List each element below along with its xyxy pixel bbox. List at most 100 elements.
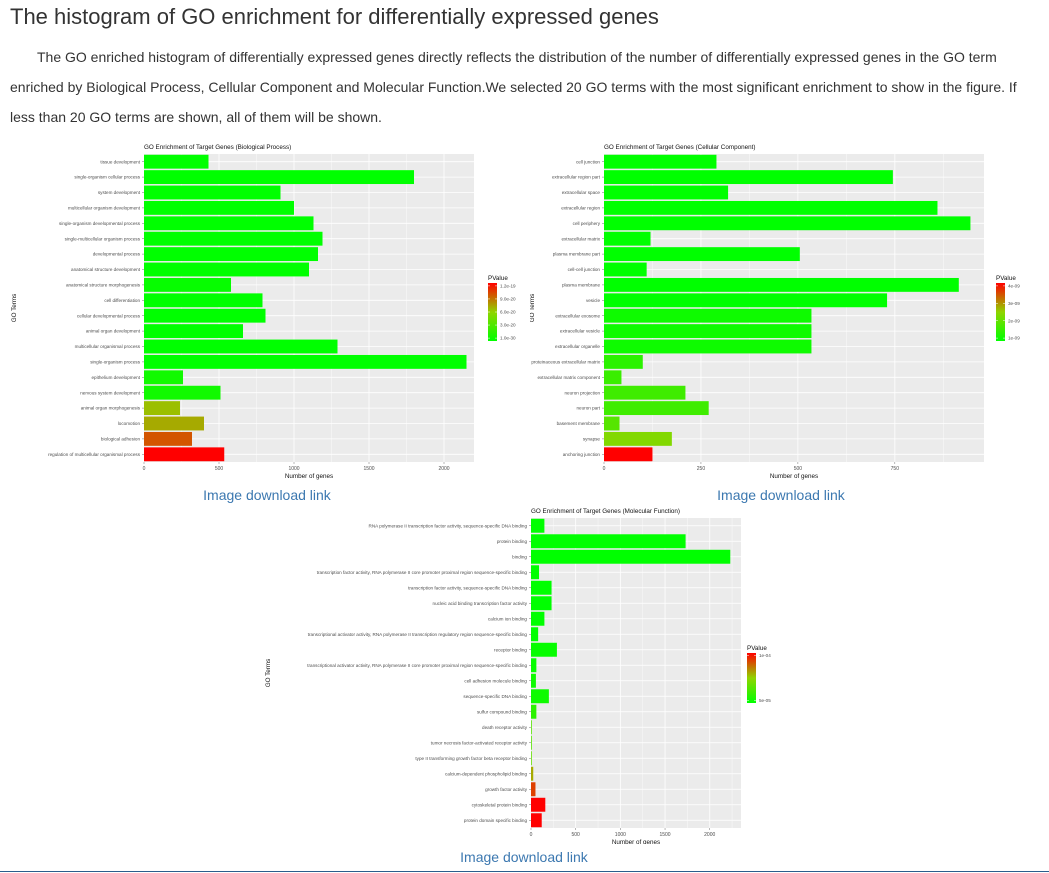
bar [144, 154, 209, 169]
legend-label: 1e-04 [759, 653, 771, 658]
category-label: tumor necrosis factor-activated receptor… [431, 740, 528, 745]
bar [604, 370, 622, 385]
image-download-link-molecular-function[interactable]: Image download link [460, 849, 588, 865]
category-label: cell adhesion molecule binding [464, 678, 527, 683]
legend-label: 9.0e-20 [500, 297, 516, 302]
category-label: synapse [583, 437, 601, 442]
category-label: system development [98, 190, 141, 195]
bar [144, 247, 318, 262]
category-label: nucleic acid binding transcription facto… [433, 601, 528, 606]
bar [604, 262, 647, 277]
legend-title: PValue [747, 645, 767, 652]
legend-label: 6.0e-20 [500, 310, 516, 315]
x-axis-title: Number of genes [770, 473, 818, 480]
y-axis-title: GO Terms [530, 294, 536, 323]
plot-panel [604, 154, 984, 462]
category-label: cellular developmental process [77, 313, 141, 318]
go-chart-cellular-component: GO Enrichment of Target Genes (Cellular … [530, 144, 1020, 480]
plot-panel [144, 154, 474, 462]
bar [144, 200, 294, 215]
x-axis-title: Number of genes [612, 839, 660, 844]
category-label: extracellular organelle [555, 344, 600, 349]
bar [531, 565, 540, 580]
x-tick-label: 500 [572, 832, 581, 838]
bottom-divider [0, 871, 1049, 872]
x-tick-label: 2000 [704, 832, 715, 838]
x-tick-label: 0 [143, 466, 146, 472]
category-label: basement membrane [557, 421, 601, 426]
category-label: cell junction [576, 159, 600, 164]
category-label: single-multicellular organism process [65, 236, 141, 241]
bar [604, 354, 643, 369]
bar [531, 735, 532, 750]
bar [531, 658, 537, 673]
page-title: The histogram of GO enrichment for diffe… [10, 4, 659, 29]
bar [531, 642, 557, 657]
bar [531, 720, 532, 735]
bar [144, 277, 231, 292]
bar [604, 277, 959, 292]
bar [604, 170, 893, 185]
bar [144, 447, 225, 462]
category-label: type II transforming growth factor beta … [415, 756, 527, 761]
chart-title: GO Enrichment of Target Genes (Biologica… [144, 144, 291, 151]
bar [144, 370, 183, 385]
category-label: developmental process [93, 252, 141, 257]
bar [144, 431, 192, 446]
category-label: calcium-dependent phospholipid binding [445, 771, 527, 776]
category-label: proteinaceous extracellular matrix [531, 360, 600, 365]
bar [604, 324, 812, 339]
category-label: extracellular matrix [561, 236, 600, 241]
bar [604, 447, 653, 462]
category-label: extracellular matrix component [537, 375, 600, 380]
category-label: cell differentiation [104, 298, 140, 303]
category-label: nervous system development [80, 390, 140, 395]
category-label: animal organ development [86, 329, 141, 334]
legend-label: 3.0e-20 [500, 323, 516, 328]
bar [604, 216, 971, 231]
bar [604, 231, 651, 246]
category-label: extracellular exosome [555, 313, 600, 318]
y-axis-title: GO Terms [265, 659, 272, 688]
bar [604, 401, 709, 416]
legend: PValue 4e-09 3e-09 2e-09 1e-09 [996, 275, 1020, 341]
category-label: neuron projection [565, 390, 601, 395]
category-label: cytoskeletal protein binding [472, 802, 528, 807]
bar [144, 308, 266, 323]
category-label: growth factor activity [485, 787, 528, 792]
category-label: calcium ion binding [488, 616, 528, 621]
bar [531, 534, 686, 549]
bar [144, 170, 414, 185]
category-label: extracellular region part [552, 175, 601, 180]
category-label: transcription factor activity, sequence-… [408, 585, 527, 590]
category-label: extracellular space [562, 190, 601, 195]
bar [604, 185, 729, 200]
bar [604, 339, 812, 354]
x-tick-label: 1500 [659, 832, 670, 838]
bar [531, 689, 549, 704]
bar [144, 293, 263, 308]
category-label: regulation of multicellular organismal p… [48, 452, 141, 457]
category-label: single-organism process [90, 360, 140, 365]
image-download-link-cellular-component[interactable]: Image download link [717, 487, 845, 503]
bar [144, 262, 309, 277]
x-tick-label: 750 [891, 466, 900, 472]
x-axis-title: Number of genes [285, 473, 333, 480]
bar [604, 293, 888, 308]
x-tick-label: 0 [530, 832, 533, 838]
category-label: plasma membrane part [553, 252, 601, 257]
category-label: neuron part [577, 406, 601, 411]
category-label: extracellular vesicle [560, 329, 601, 334]
category-label: binding [512, 554, 527, 559]
image-download-link-biological-process[interactable]: Image download link [203, 487, 331, 503]
category-label: extracellular region [561, 206, 600, 211]
category-label: sequence-specific DNA binding [463, 694, 527, 699]
bar [144, 231, 323, 246]
bar [144, 216, 314, 231]
legend-label: 4e-09 [1008, 284, 1020, 289]
bar [531, 673, 536, 688]
y-axis-title: GO Terms [11, 294, 18, 323]
category-label: plasma membrane [562, 283, 600, 288]
category-label: locomotion [118, 421, 141, 426]
